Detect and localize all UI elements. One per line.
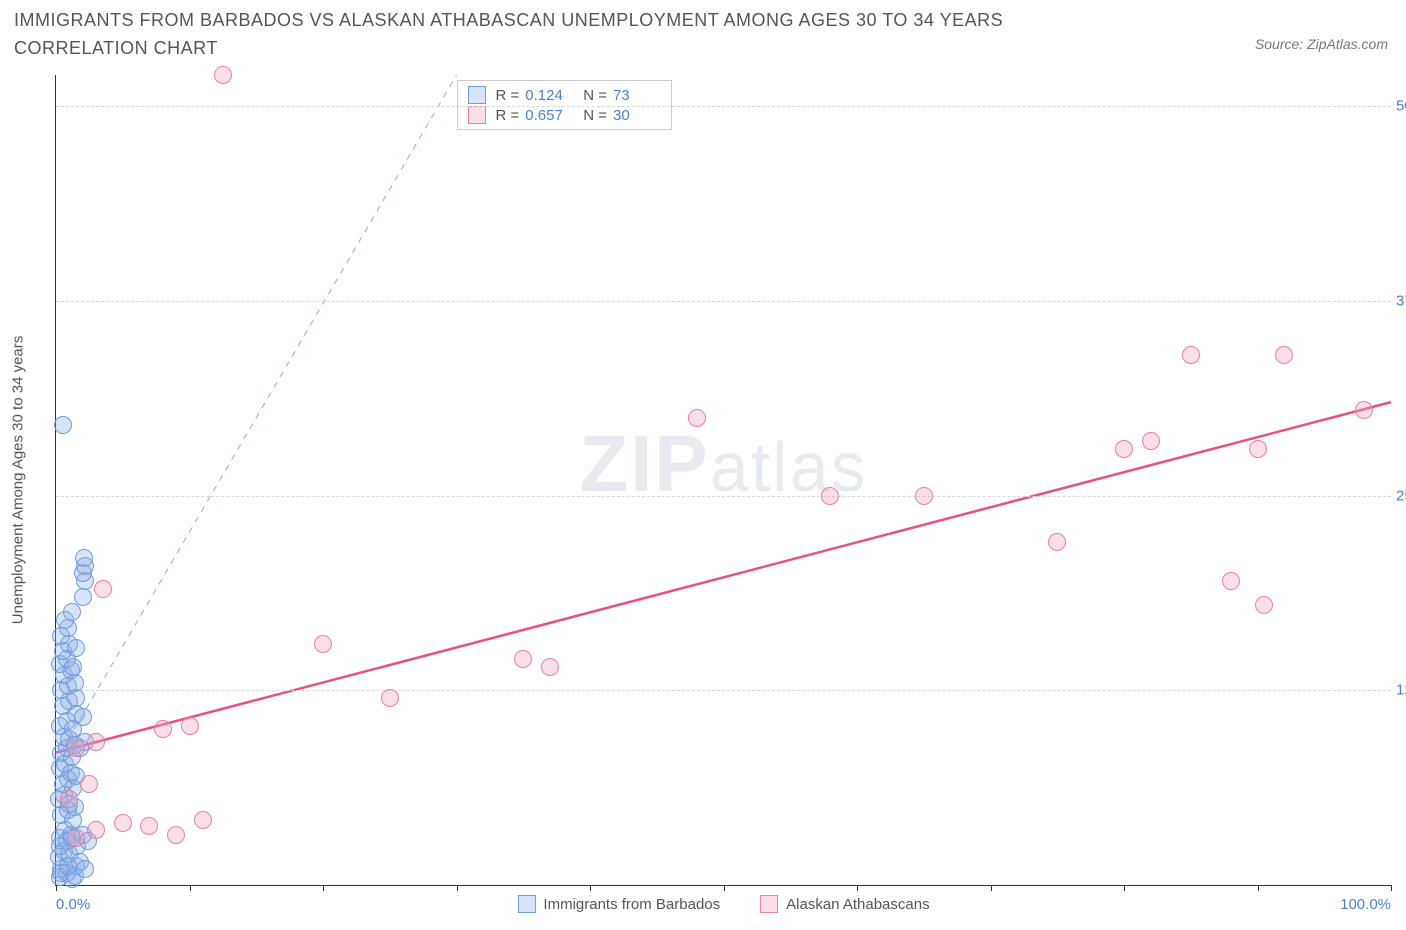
- x-tick: [190, 885, 191, 891]
- x-tick: [1258, 885, 1259, 891]
- plot-area: ZIPatlas Unemployment Among Ages 30 to 3…: [55, 75, 1391, 886]
- gridline: [56, 690, 1391, 691]
- chart-title: IMMIGRANTS FROM BARBADOS VS ALASKAN ATHA…: [14, 6, 1064, 62]
- x-tick: [323, 885, 324, 891]
- data-point-athabascan: [1355, 401, 1373, 419]
- r-value: 0.657: [525, 107, 573, 124]
- data-point-athabascan: [381, 689, 399, 707]
- data-point-athabascan: [688, 409, 706, 427]
- data-point-athabascan: [87, 821, 105, 839]
- data-point-athabascan: [1142, 432, 1160, 450]
- y-tick-label: 50.0%: [1396, 98, 1406, 115]
- data-point-athabascan: [80, 775, 98, 793]
- data-point-barbados: [63, 603, 81, 621]
- data-point-barbados: [75, 549, 93, 567]
- r-label: R =: [496, 87, 520, 104]
- n-value: 73: [613, 87, 661, 104]
- x-tick: [857, 885, 858, 891]
- data-point-barbados: [54, 416, 72, 434]
- legend-stats-row-athabascan: R = 0.657 N = 30: [468, 105, 662, 125]
- n-label: N =: [583, 107, 607, 124]
- data-point-barbados: [74, 708, 92, 726]
- y-tick-label: 12.5%: [1396, 682, 1406, 699]
- x-tick: [457, 885, 458, 891]
- r-value: 0.124: [525, 87, 573, 104]
- y-tick-label: 37.5%: [1396, 292, 1406, 309]
- legend-stats-row-barbados: R = 0.124 N = 73: [468, 85, 662, 105]
- trend-line-barbados: [56, 75, 457, 760]
- x-tick: [1391, 885, 1392, 891]
- data-point-athabascan: [87, 733, 105, 751]
- data-point-barbados: [76, 860, 94, 878]
- x-tick: [1124, 885, 1125, 891]
- legend-item-barbados: Immigrants from Barbados: [517, 895, 720, 913]
- swatch-icon: [468, 86, 486, 104]
- x-tick: [991, 885, 992, 891]
- data-point-athabascan: [1255, 596, 1273, 614]
- data-point-athabascan: [1222, 572, 1240, 590]
- data-point-athabascan: [67, 829, 85, 847]
- data-point-barbados: [64, 658, 82, 676]
- legend-item-athabascan: Alaskan Athabascans: [760, 895, 929, 913]
- data-point-barbados: [67, 639, 85, 657]
- data-point-athabascan: [214, 66, 232, 84]
- x-tick-label: 100.0%: [1340, 896, 1391, 913]
- data-point-barbados: [74, 588, 92, 606]
- data-point-athabascan: [154, 720, 172, 738]
- x-tick-label: 0.0%: [56, 896, 90, 913]
- y-tick-label: 25.0%: [1396, 487, 1406, 504]
- n-label: N =: [583, 87, 607, 104]
- series-legend: Immigrants from Barbados Alaskan Athabasc…: [517, 895, 929, 913]
- gridline: [56, 496, 1391, 497]
- data-point-athabascan: [541, 658, 559, 676]
- swatch-icon: [517, 895, 535, 913]
- data-point-athabascan: [1048, 533, 1066, 551]
- data-point-athabascan: [821, 487, 839, 505]
- data-point-athabascan: [60, 790, 78, 808]
- data-point-athabascan: [915, 487, 933, 505]
- x-tick: [590, 885, 591, 891]
- r-label: R =: [496, 107, 520, 124]
- legend-label: Immigrants from Barbados: [543, 896, 720, 913]
- n-value: 30: [613, 107, 661, 124]
- data-point-athabascan: [1182, 346, 1200, 364]
- swatch-icon: [468, 106, 486, 124]
- gridline: [56, 106, 1391, 107]
- legend-stats-box: R = 0.124 N = 73 R = 0.657 N = 30: [457, 80, 673, 130]
- data-point-athabascan: [140, 817, 158, 835]
- source-attribution: Source: ZipAtlas.com: [1255, 36, 1388, 52]
- data-point-athabascan: [314, 635, 332, 653]
- data-point-athabascan: [94, 580, 112, 598]
- data-point-athabascan: [1115, 440, 1133, 458]
- data-point-athabascan: [167, 826, 185, 844]
- swatch-icon: [760, 895, 778, 913]
- chart-container: IMMIGRANTS FROM BARBADOS VS ALASKAN ATHA…: [0, 0, 1406, 930]
- data-point-athabascan: [1275, 346, 1293, 364]
- data-point-athabascan: [181, 717, 199, 735]
- gridline: [56, 301, 1391, 302]
- x-tick: [724, 885, 725, 891]
- data-point-athabascan: [114, 814, 132, 832]
- trend-line-athabascan: [56, 402, 1391, 752]
- legend-label: Alaskan Athabascans: [786, 896, 929, 913]
- data-point-athabascan: [194, 811, 212, 829]
- data-point-athabascan: [67, 739, 85, 757]
- y-axis-title: Unemployment Among Ages 30 to 34 years: [10, 336, 27, 625]
- trend-lines-layer: [56, 75, 1391, 885]
- data-point-athabascan: [1249, 440, 1267, 458]
- data-point-athabascan: [514, 650, 532, 668]
